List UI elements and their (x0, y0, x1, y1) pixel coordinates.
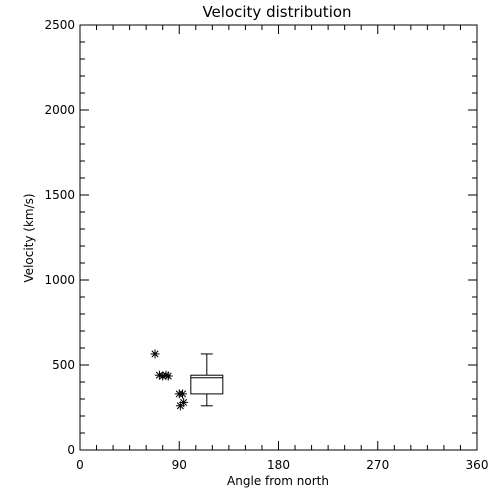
axis-ticks (79, 24, 478, 451)
scatter-point (179, 397, 189, 407)
asterisk-stroke (180, 398, 188, 406)
asterisk-stroke (151, 350, 159, 358)
x-tick-label: 270 (366, 458, 389, 472)
tick-labels: 0 90 180 270 360 0 500 1000 1500 2000 2500 (44, 18, 488, 472)
y-tick-label: 500 (52, 358, 75, 372)
x-tick-label: 360 (466, 458, 489, 472)
scatter-point (178, 389, 188, 399)
x-tick-label: 180 (267, 458, 290, 472)
scatter-point (163, 371, 173, 381)
scatter-points (150, 349, 189, 411)
x-tick-label: 90 (172, 458, 187, 472)
x-axis-label: Angle from north (227, 474, 329, 488)
asterisk-stroke (179, 390, 187, 398)
asterisk-stroke (155, 371, 163, 379)
plot-frame (79, 24, 478, 451)
y-tick-label: 0 (67, 443, 75, 457)
y-tick-label: 2000 (44, 103, 75, 117)
y-axis-label: Velocity (km/s) (22, 193, 36, 282)
y-tick-label: 2500 (44, 18, 75, 32)
scatter-point (150, 349, 160, 359)
box-plot (190, 353, 224, 407)
chart-title: Velocity distribution (202, 3, 351, 21)
asterisk-stroke (164, 372, 172, 380)
y-tick-label: 1000 (44, 273, 75, 287)
y-tick-label: 1500 (44, 188, 75, 202)
x-tick-label: 0 (76, 458, 84, 472)
